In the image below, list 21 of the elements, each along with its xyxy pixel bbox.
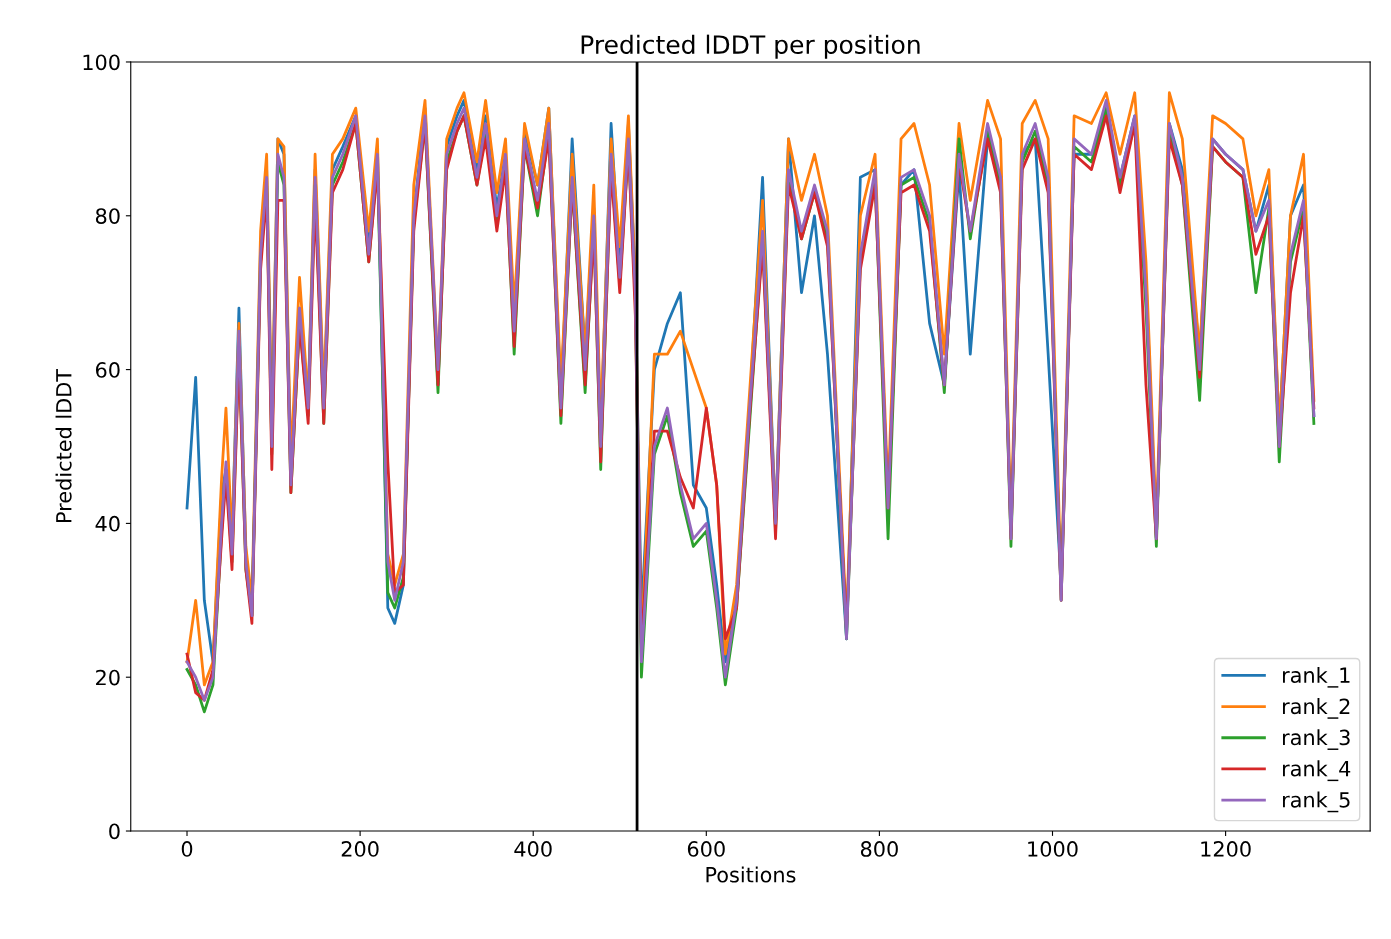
x-tick-label: 0 xyxy=(181,841,193,857)
y-tick-label: 80 xyxy=(95,208,120,224)
x-tick-label: 400 xyxy=(514,841,552,857)
legend-label: rank_2 xyxy=(1283,698,1350,719)
legend-label: rank_3 xyxy=(1283,729,1350,750)
chart-title: Predicted lDDT per position xyxy=(581,34,920,59)
x-axis-title: Positions xyxy=(706,866,796,883)
x-tick-label: 800 xyxy=(860,841,898,857)
legend-label: rank_1 xyxy=(1283,666,1350,688)
y-tick-label: 60 xyxy=(95,362,120,378)
y-axis-title: Predicted lDDT xyxy=(55,368,72,522)
x-tick-label: 200 xyxy=(341,841,379,857)
legend-label: rank_5 xyxy=(1283,791,1350,813)
legend-label: rank_4 xyxy=(1283,760,1351,782)
x-tick-label: 600 xyxy=(687,841,725,857)
y-tick-label: 40 xyxy=(95,515,120,532)
x-tick-label: 1200 xyxy=(1201,841,1251,857)
y-tick-label: 100 xyxy=(83,54,120,71)
x-tick-label: 1000 xyxy=(1028,841,1078,857)
y-tick-label: 0 xyxy=(109,823,120,840)
y-tick-label: 20 xyxy=(96,669,120,686)
